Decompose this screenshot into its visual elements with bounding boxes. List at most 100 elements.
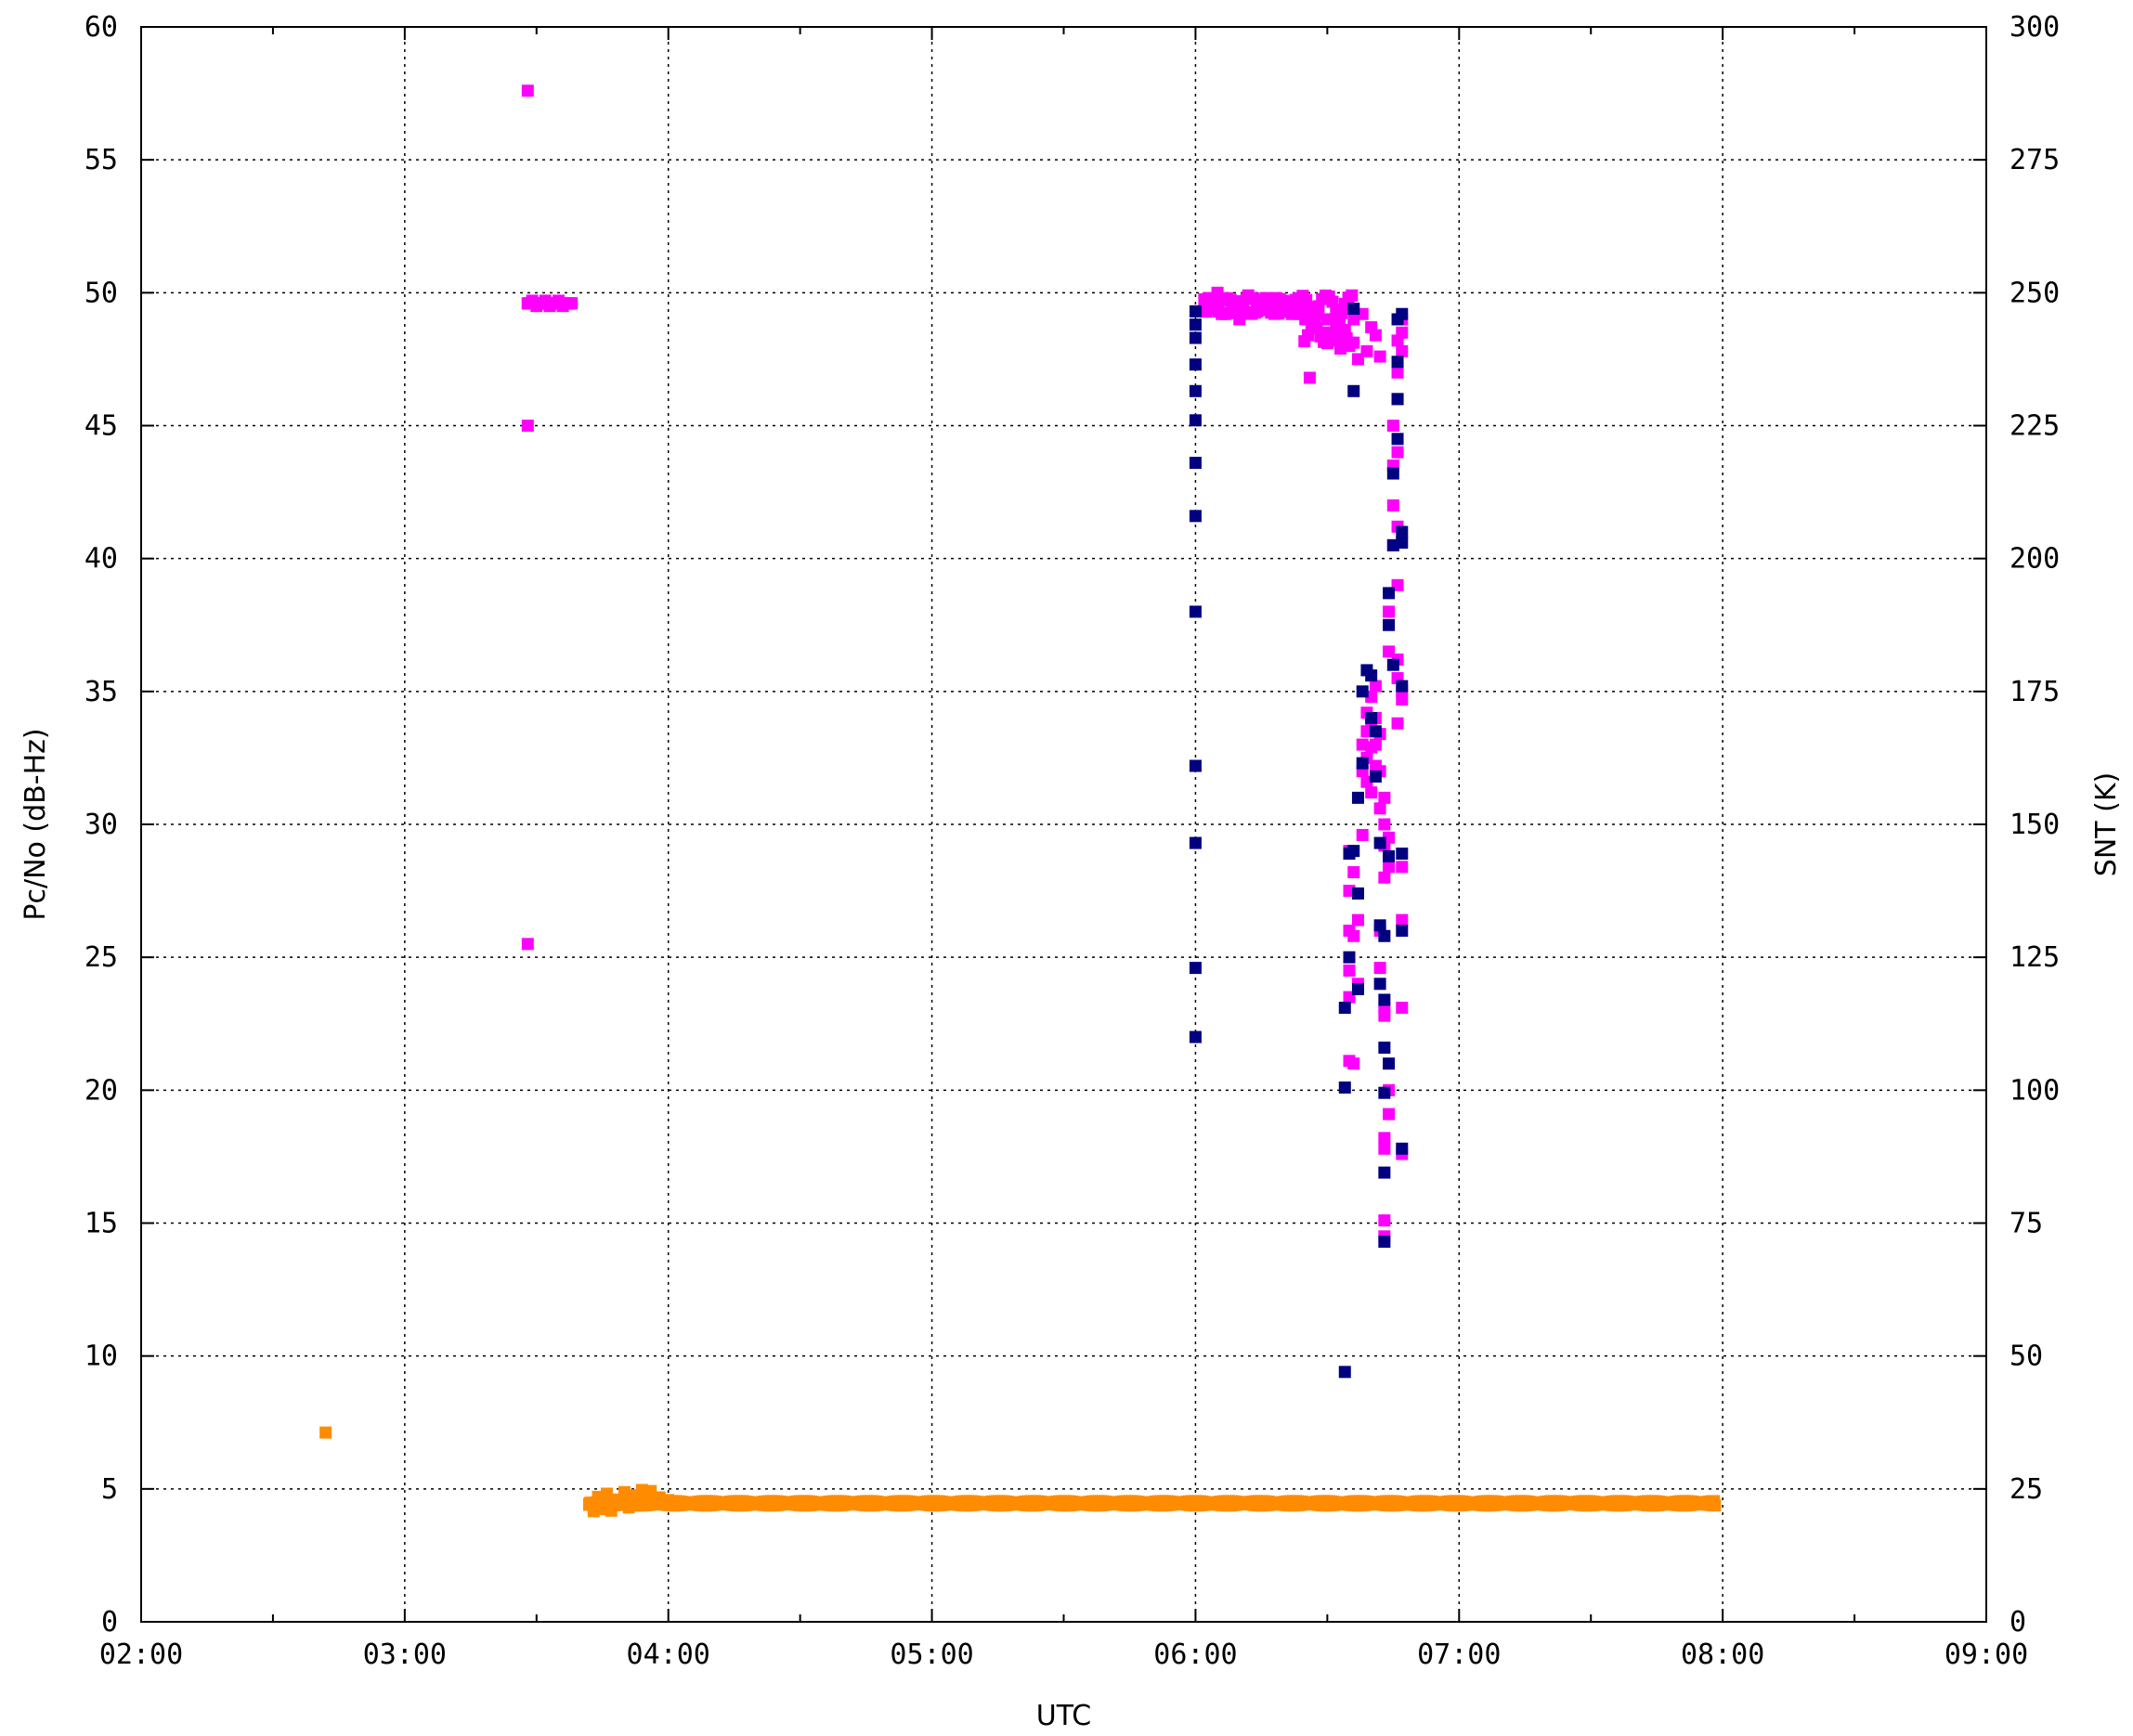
data-point: [1373, 802, 1386, 815]
data-point: [1378, 929, 1391, 942]
data-point: [1386, 420, 1399, 432]
y-tick-label: 60: [85, 11, 118, 44]
data-point: [1356, 685, 1369, 698]
y2-tick-label: 225: [2009, 410, 2060, 443]
y2-tick-label: 25: [2009, 1473, 2043, 1506]
y-tick-label: 5: [101, 1473, 118, 1506]
data-point: [1378, 1086, 1391, 1099]
y-tick-label: 30: [85, 809, 118, 841]
y-tick-label: 40: [85, 543, 118, 576]
data-point: [1189, 384, 1202, 397]
data-point: [1369, 770, 1382, 783]
data-point: [1343, 964, 1356, 977]
data-point: [1308, 309, 1321, 322]
data-point: [1347, 929, 1360, 942]
data-point: [1189, 510, 1202, 523]
data-point: [1189, 414, 1202, 427]
data-point: [1303, 371, 1316, 384]
data-point: [1189, 836, 1202, 849]
y2-tick-label: 100: [2009, 1074, 2060, 1107]
data-point: [1351, 887, 1364, 900]
data-point: [1360, 344, 1373, 357]
data-point: [1338, 1366, 1351, 1379]
data-point: [1396, 861, 1409, 874]
y2-tick-label: 0: [2009, 1606, 2026, 1639]
data-point: [1347, 845, 1360, 858]
y2-tick-label: 250: [2009, 277, 2060, 309]
data-point: [1365, 711, 1378, 724]
data-point: [1391, 717, 1404, 730]
data-point: [1386, 467, 1399, 480]
data-point: [521, 420, 534, 432]
y-tick-label: 0: [101, 1606, 118, 1639]
data-point: [1383, 605, 1396, 618]
data-point: [662, 1494, 675, 1507]
data-point: [1347, 384, 1360, 397]
data-point: [1396, 344, 1409, 357]
data-point: [1189, 304, 1202, 317]
data-point: [1369, 329, 1382, 342]
y-tick-label: 50: [85, 277, 118, 309]
data-point: [1378, 1214, 1391, 1227]
data-point: [1378, 791, 1391, 804]
data-point: [1189, 605, 1202, 618]
data-point: [1189, 331, 1202, 344]
y-tick-label: 45: [85, 410, 118, 443]
y2-tick-label: 275: [2009, 144, 2060, 176]
data-point: [1373, 836, 1386, 849]
data-point: [1369, 680, 1382, 693]
data-point: [1338, 1081, 1351, 1094]
data-point: [1373, 919, 1386, 932]
x-tick-label: 02:00: [99, 1639, 183, 1671]
axis-ticks: 02:00 03:00 04:00 05:00 06:00 07:00 08:00 09:00…: [85, 11, 2060, 1671]
data-point: [1343, 951, 1356, 964]
data-point: [1369, 725, 1382, 738]
y-tick-label: 10: [85, 1341, 118, 1373]
data-point: [1347, 1057, 1360, 1070]
data-point: [1347, 303, 1360, 316]
data-point: [1189, 358, 1202, 371]
x-tick-label: 09:00: [1944, 1639, 2028, 1671]
x-axis-title: UTC: [1036, 1700, 1091, 1731]
data-point: [1391, 366, 1404, 379]
data-point: [1396, 680, 1409, 693]
data-point: [1386, 499, 1399, 512]
data-point: [1373, 350, 1386, 363]
data-point: [1346, 289, 1359, 302]
y-tick-label: 35: [85, 676, 118, 708]
y2-tick-label: 50: [2009, 1341, 2043, 1373]
data-point: [1396, 1002, 1409, 1015]
data-point: [1378, 1009, 1391, 1022]
data-point: [1396, 1142, 1409, 1155]
data-point: [319, 1426, 332, 1439]
data-point: [1396, 913, 1409, 926]
y2-tick-label: 125: [2009, 941, 2060, 974]
data-point: [1365, 669, 1378, 682]
data-point: [566, 297, 579, 310]
y-tick-label: 55: [85, 144, 118, 176]
data-point: [1189, 1030, 1202, 1043]
x-tick-label: 05:00: [890, 1639, 973, 1671]
data-point: [1378, 1042, 1391, 1055]
data-point: [1383, 618, 1396, 631]
data-point: [1383, 587, 1396, 600]
data-point: [1396, 525, 1409, 538]
data-point: [1347, 866, 1360, 879]
data-point: [1386, 658, 1399, 671]
data-point: [1365, 786, 1378, 799]
data-point: [1334, 306, 1347, 319]
data-point: [1351, 983, 1364, 996]
data-point: [1347, 336, 1360, 349]
data-point: [1391, 446, 1404, 459]
data-point: [1189, 759, 1202, 772]
y2-tick-label: 300: [2009, 11, 2060, 44]
y2-tick-label: 150: [2009, 809, 2060, 841]
y-tick-label: 20: [85, 1074, 118, 1107]
data-point: [1356, 828, 1369, 841]
data-point: [1396, 536, 1409, 549]
y2-tick-label: 175: [2009, 676, 2060, 708]
data-point: [1189, 318, 1202, 331]
